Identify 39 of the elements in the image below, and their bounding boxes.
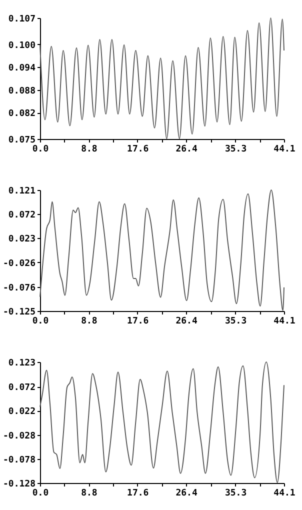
- y-tick-label: 0.072: [8, 210, 36, 221]
- x-tick-label: 8.8: [81, 488, 98, 498]
- x-tick-label: 0.0: [32, 488, 49, 498]
- x-tick-label: 35.3: [224, 488, 247, 498]
- y-tick-label: 0.022: [8, 407, 36, 418]
- y-tick-label: 0.094: [8, 64, 36, 74]
- y-tick-label: -0.078: [2, 455, 36, 466]
- y-tick-label: -0.076: [2, 283, 36, 294]
- x-tick-label: 35.3: [224, 144, 247, 154]
- x-tick-label: 26.4: [176, 316, 198, 326]
- x-tick-label: 26.4: [176, 144, 198, 154]
- y-tick-label: 0.023: [8, 234, 36, 245]
- y-tick-label: -0.128: [2, 480, 36, 490]
- x-tick-label: 44.1: [274, 316, 296, 326]
- y-tick-label: 0.107: [8, 14, 36, 24]
- y-tick-label: 0.123: [8, 358, 36, 368]
- y-tick-label: 0.075: [8, 136, 36, 146]
- x-tick-label: 0.0: [32, 316, 49, 326]
- x-tick-label: 8.8: [81, 316, 98, 326]
- x-tick-label: 17.6: [127, 316, 149, 326]
- line-series: [40, 18, 284, 140]
- x-tick-label: 35.3: [224, 316, 247, 326]
- x-tick-label: 17.6: [127, 144, 149, 154]
- y-tick-label: -0.028: [2, 431, 36, 442]
- y-tick-label: -0.125: [2, 308, 36, 318]
- x-tick-label: 44.1: [274, 488, 296, 498]
- line-series: [40, 190, 284, 312]
- x-tick-label: 8.8: [81, 144, 98, 154]
- y-tick-label: 0.121: [8, 186, 36, 196]
- y-tick-label: 0.100: [8, 40, 36, 51]
- x-tick-label: 17.6: [127, 488, 149, 498]
- y-tick-label: -0.026: [2, 258, 36, 269]
- line-series: [40, 362, 284, 484]
- y-tick-label: 0.072: [8, 383, 36, 394]
- x-tick-label: 26.4: [176, 488, 198, 498]
- y-tick-label: 0.082: [8, 109, 36, 120]
- x-tick-label: 44.1: [274, 144, 296, 154]
- x-tick-label: 0.0: [32, 144, 49, 154]
- y-tick-label: 0.088: [8, 86, 36, 96]
